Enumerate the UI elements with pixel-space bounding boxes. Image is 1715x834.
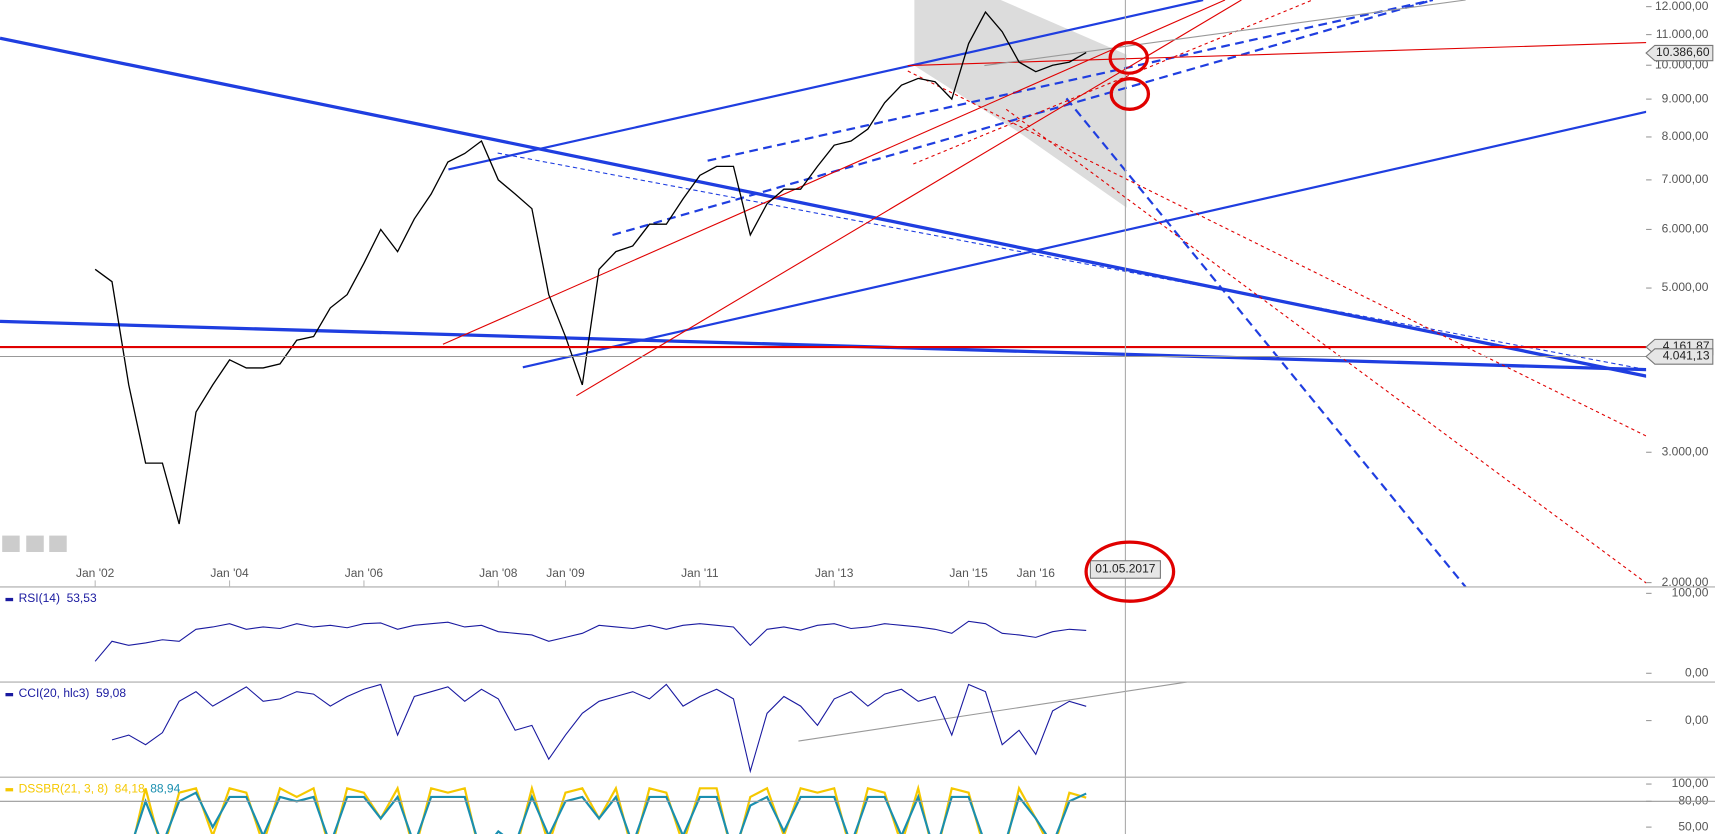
panel-separators <box>0 586 1715 778</box>
y-tick-label: 8.000,00 <box>1662 129 1709 143</box>
tool-button[interactable] <box>49 535 67 552</box>
trend-line <box>522 110 1647 369</box>
y-tick-label: 100,00 <box>1672 776 1709 790</box>
x-tick-label: Jan '04 <box>210 566 249 580</box>
price-badge <box>1645 44 1714 62</box>
data-line <box>94 10 1087 525</box>
shaded-area <box>914 0 1127 208</box>
x-tick-label: Jan '08 <box>479 566 518 580</box>
panel-title: RSI(14) <box>19 591 60 605</box>
x-tick-label: Jan '02 <box>76 566 115 580</box>
x-tick-label: Jan '16 <box>1017 566 1056 580</box>
highlight-circle <box>1109 77 1151 111</box>
data-line <box>111 683 1087 774</box>
trend-line <box>907 70 1647 437</box>
plot-area <box>94 620 1087 662</box>
trend-line <box>1065 97 1467 587</box>
price-badge <box>1645 348 1714 365</box>
plot-area <box>133 784 1087 834</box>
date-badge <box>1089 560 1161 579</box>
trend-line <box>707 0 1434 162</box>
y-tick-label: 11.000,00 <box>1656 27 1709 41</box>
y-tick-label: 100,00 <box>1672 586 1709 600</box>
tool-button[interactable] <box>2 535 20 552</box>
x-tick-label: Jan '09 <box>546 566 585 580</box>
date-label: 01.05.2017 <box>1095 562 1155 576</box>
y-tick-label: 0,00 <box>1685 665 1709 679</box>
series-readout: 84,18 <box>115 781 145 795</box>
legend-swatch <box>5 597 14 602</box>
plot-area <box>94 10 1087 525</box>
x-tick-label: Jan '06 <box>345 566 384 580</box>
trend-line <box>448 0 1204 171</box>
highlight-circle <box>1108 40 1149 75</box>
trend-line <box>1005 108 1647 584</box>
data-line <box>133 791 1087 834</box>
y-tick-label: 9.000,00 <box>1662 91 1709 105</box>
trend-line <box>984 0 1466 67</box>
panel-readout: 53,53 <box>67 591 97 605</box>
y-tick-label: 2.000,00 <box>1662 575 1709 589</box>
annotations <box>0 0 1647 587</box>
y-tick-label: 12.000,00 <box>1655 0 1709 13</box>
tool-button[interactable] <box>26 535 44 552</box>
x-tick-label: Jan '11 <box>681 566 719 580</box>
y-tick-label: 50,00 <box>1678 819 1708 833</box>
y-tick-label: 0,00 <box>1685 713 1709 727</box>
trend-line <box>612 0 1434 237</box>
x-tick-label: Jan '15 <box>949 566 988 580</box>
trend-line <box>907 42 1647 67</box>
y-tick-label: 3.000,00 <box>1662 444 1709 458</box>
highlight-circle <box>1084 540 1176 603</box>
x-tick-label: Jan '13 <box>815 566 854 580</box>
y-tick-label: 80,00 <box>1678 793 1708 807</box>
price-label: 10.386,60 <box>1656 45 1710 59</box>
trend-line <box>576 0 1242 397</box>
series-readout: 88,94 <box>150 781 180 795</box>
plot-area <box>111 683 1087 774</box>
trend-line <box>798 681 1187 742</box>
panel-readout: 59,08 <box>96 686 126 700</box>
trend-line <box>442 0 1226 345</box>
legend-swatch <box>5 788 14 792</box>
toolbar[interactable] <box>2 535 67 552</box>
panel-title: DSSBR(21, 3, 8) <box>19 781 109 795</box>
y-tick-label: 6.000,00 <box>1662 222 1709 236</box>
price-label: 4.041,13 <box>1663 349 1710 363</box>
panel-title: CCI(20, hlc3) <box>19 686 90 700</box>
y-tick-label: 7.000,00 <box>1662 172 1709 186</box>
legend-swatch <box>5 692 14 697</box>
data-line <box>94 620 1087 662</box>
y-tick-label: 5.000,00 <box>1662 280 1709 294</box>
trend-line <box>0 36 1647 378</box>
